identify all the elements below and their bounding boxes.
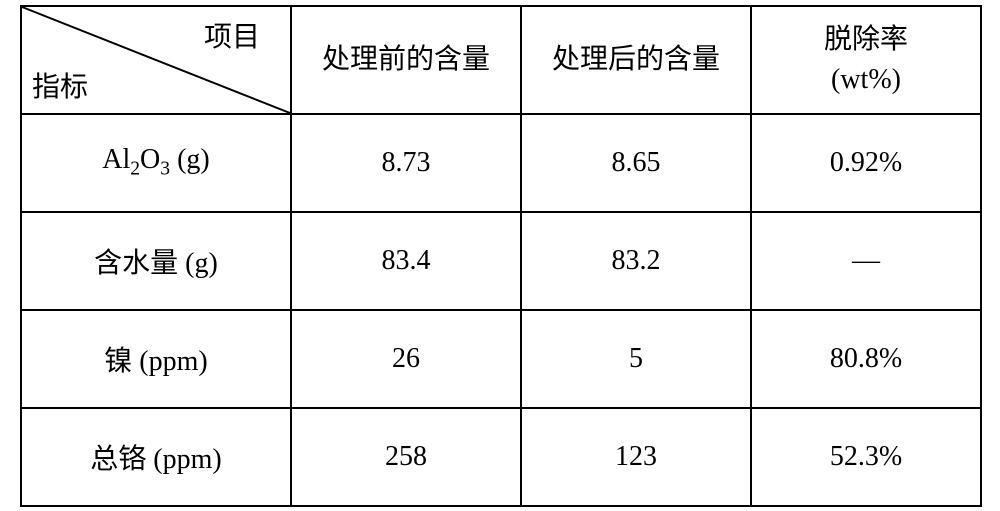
cell-removal: 52.3% (751, 408, 981, 506)
cell-before: 26 (291, 310, 521, 408)
label-text: Al (102, 144, 130, 175)
cell-removal: 0.92% (751, 114, 981, 212)
cell-after: 8.65 (521, 114, 751, 212)
cell-before: 83.4 (291, 212, 521, 310)
label-text: (g) (170, 144, 210, 175)
table-row: 总铬 (ppm) 258 123 52.3% (21, 408, 981, 506)
row-label-chromium: 总铬 (ppm) (21, 408, 291, 506)
diagonal-header-cell: 项目 指标 (21, 6, 291, 114)
cell-after: 83.2 (521, 212, 751, 310)
cell-removal: — (751, 212, 981, 310)
header-diagonal-top: 项目 (204, 15, 260, 55)
row-label-nickel: 镍 (ppm) (21, 310, 291, 408)
cell-removal: 80.8% (751, 310, 981, 408)
column-header-after: 处理后的含量 (521, 6, 751, 114)
cell-after: 5 (521, 310, 751, 408)
label-subscript: 3 (160, 159, 170, 180)
label-text: O (140, 144, 160, 175)
cell-after: 123 (521, 408, 751, 506)
column-header-removal: 脱除率 (wt%) (751, 6, 981, 114)
cell-before: 258 (291, 408, 521, 506)
data-table: 项目 指标 处理前的含量 处理后的含量 脱除率 (wt%) Al2O3 (g) … (20, 5, 982, 507)
table-row: Al2O3 (g) 8.73 8.65 0.92% (21, 114, 981, 212)
table-row: 镍 (ppm) 26 5 80.8% (21, 310, 981, 408)
table-row: 含水量 (g) 83.4 83.2 — (21, 212, 981, 310)
label-subscript: 2 (130, 159, 140, 180)
row-label-al2o3: Al2O3 (g) (21, 114, 291, 212)
column-header-before: 处理前的含量 (291, 6, 521, 114)
table-container: 项目 指标 处理前的含量 处理后的含量 脱除率 (wt%) Al2O3 (g) … (20, 5, 980, 507)
row-label-water: 含水量 (g) (21, 212, 291, 310)
header-row: 项目 指标 处理前的含量 处理后的含量 脱除率 (wt%) (21, 6, 981, 114)
column-header-removal-line2: (wt%) (831, 60, 901, 99)
header-diagonal-bottom: 指标 (32, 65, 88, 105)
column-header-removal-line1: 脱除率 (824, 20, 908, 59)
cell-before: 8.73 (291, 114, 521, 212)
